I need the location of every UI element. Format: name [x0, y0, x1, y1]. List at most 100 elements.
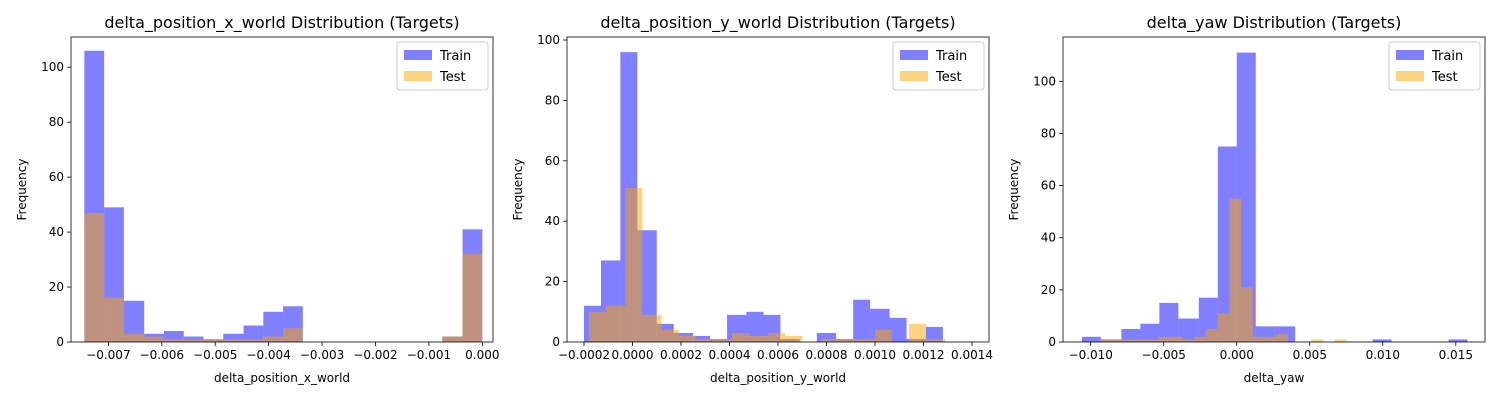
x-tick-label: −0.010 — [1069, 348, 1113, 362]
subplot-3: −0.010 −0.005 0.000 0.005 0.010 0.015 0 20 40 60 8… — [1007, 13, 1486, 385]
bar-test-4 — [1147, 339, 1160, 342]
bar-test-8 — [1194, 336, 1207, 342]
bar-test-10 — [283, 328, 303, 342]
y-tick-label: 20 — [1041, 283, 1056, 297]
x-axis-label: delta_yaw — [1244, 371, 1305, 385]
subplot-1: −0.007 −0.006 −0.005 −0.004 −0.003 −0.002 −0.0… — [15, 13, 499, 385]
x-tick-label: 0.0000 — [611, 348, 653, 362]
bar-train-8 — [1236, 52, 1256, 342]
bar-train-2 — [1121, 328, 1141, 342]
x-tick-label: −0.004 — [246, 348, 290, 362]
legend-swatch-test — [900, 71, 928, 81]
x-tick-label: 0.0008 — [806, 348, 848, 362]
legend-label-test: Test — [1431, 70, 1458, 85]
bar-test-12 — [1241, 287, 1253, 342]
bar-test-3 — [1136, 339, 1148, 342]
x-tick-label: −0.005 — [193, 348, 237, 362]
legend-swatch-train — [1396, 50, 1424, 60]
x-tick-label: 0.0002 — [660, 348, 702, 362]
x-tick-label: −0.006 — [140, 348, 184, 362]
bar-test-5 — [678, 335, 696, 342]
y-tick-label: 0 — [552, 335, 560, 349]
bar-train-7 — [223, 333, 244, 342]
x-tick-label: −0.0002 — [558, 348, 610, 362]
y-tick-label: 40 — [545, 214, 560, 228]
bar-test-3 — [144, 336, 164, 342]
bar-test-13 — [1252, 336, 1265, 342]
bar-test-6 — [1171, 336, 1183, 342]
bar-test-10 — [768, 332, 786, 342]
x-tick-label: 0.015 — [1439, 348, 1473, 362]
series-test — [84, 212, 483, 342]
y-tick-label: 60 — [545, 154, 560, 168]
x-axis-label: delta_position_x_world — [214, 371, 350, 385]
y-tick-label: 40 — [1041, 231, 1056, 245]
x-tick-label: −0.007 — [86, 348, 130, 362]
legend-label-train: Train — [439, 49, 471, 64]
bar-test-9 — [748, 335, 769, 342]
bar-train-17 — [889, 317, 907, 342]
x-tick-label: 0.0010 — [854, 348, 896, 362]
x-tick-label: 0.010 — [1366, 348, 1400, 362]
bar-test-11 — [785, 335, 803, 342]
bar-train-19 — [925, 326, 943, 342]
bar-test-8 — [731, 332, 749, 342]
y-tick-label: 60 — [1041, 179, 1056, 193]
bar-test-7 — [714, 338, 732, 342]
y-tick-label: 20 — [545, 275, 560, 289]
bar-test-4 — [163, 339, 184, 342]
bar-train-0 — [1081, 336, 1101, 342]
bar-test-0 — [84, 212, 105, 342]
y-tick-label: 0 — [1048, 335, 1056, 349]
x-tick-label: 0.005 — [1293, 348, 1327, 362]
series-test — [588, 187, 946, 342]
bar-train-9 — [263, 311, 284, 342]
x-tick-label: −0.005 — [1142, 348, 1186, 362]
bar-test-7 — [1182, 339, 1195, 342]
bar-train-15 — [1372, 339, 1392, 342]
bar-train-4 — [1159, 302, 1179, 342]
bar-train-15 — [853, 299, 871, 342]
y-tick-label: 100 — [537, 33, 560, 47]
y-tick-label: 80 — [545, 93, 560, 107]
series-train — [1081, 52, 1468, 342]
x-tick-label: −0.002 — [353, 348, 397, 362]
x-tick-label: 0.0014 — [951, 348, 993, 362]
bar-test-1 — [605, 305, 626, 342]
series-test — [1100, 198, 1347, 342]
x-tick-label: 0.000 — [465, 348, 499, 362]
bar-test-17 — [1334, 339, 1347, 342]
legend-label-train: Train — [935, 49, 967, 64]
bar-test-16 — [875, 329, 892, 342]
bar-test-7 — [223, 339, 244, 342]
bar-test-2 — [123, 333, 145, 342]
bar-train-2 — [123, 300, 145, 342]
axes-frame — [70, 36, 494, 343]
y-tick-label: 20 — [49, 280, 64, 294]
bar-test-12 — [462, 254, 483, 342]
y-tick-label: 40 — [49, 225, 64, 239]
bar-test-0 — [588, 311, 606, 342]
series-train — [84, 50, 483, 343]
y-axis-label: Frequency — [15, 159, 29, 221]
bar-test-5 — [1159, 336, 1172, 342]
legend-label-test: Test — [439, 70, 466, 85]
bar-test-16 — [1311, 339, 1323, 342]
legend: Train Test — [396, 41, 489, 91]
chart-title: delta_yaw Distribution (Targets) — [1147, 13, 1402, 33]
axes-frame — [1062, 36, 1486, 343]
bar-test-4 — [661, 329, 679, 342]
y-tick-label: 80 — [1041, 126, 1056, 140]
bar-test-5 — [183, 339, 204, 342]
bar-test-1 — [1112, 339, 1125, 342]
bar-test-9 — [263, 336, 284, 342]
x-axis-label: delta_position_y_world — [710, 371, 846, 385]
bar-test-9 — [1206, 328, 1218, 342]
y-axis-label: Frequency — [511, 159, 525, 221]
y-tick-label: 100 — [1033, 74, 1056, 88]
y-tick-label: 60 — [49, 170, 64, 184]
bar-train-3 — [1140, 323, 1160, 342]
legend-swatch-test — [404, 71, 432, 81]
y-tick-label: 80 — [49, 115, 64, 129]
